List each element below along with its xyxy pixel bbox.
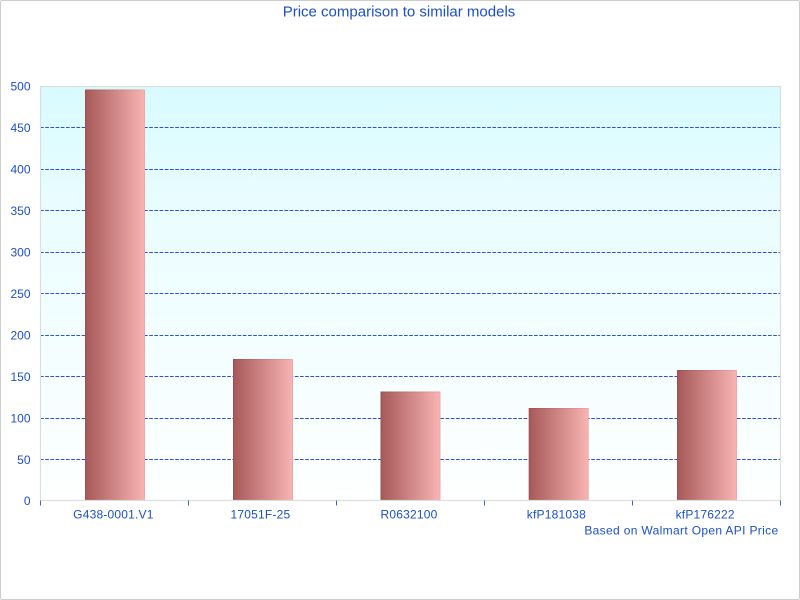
svg-text:50: 50: [17, 453, 31, 467]
svg-text:G438-0001.V1: G438-0001.V1: [73, 507, 154, 521]
svg-text:250: 250: [10, 287, 30, 301]
svg-text:350: 350: [10, 204, 30, 218]
svg-text:Price comparison to similar mo: Price comparison to similar models: [283, 4, 516, 21]
svg-text:400: 400: [10, 162, 30, 176]
svg-text:kfP181038: kfP181038: [527, 507, 586, 521]
svg-text:17051F-25: 17051F-25: [230, 507, 290, 521]
svg-text:100: 100: [10, 411, 30, 425]
svg-text:200: 200: [10, 328, 30, 342]
svg-text:kfP176222: kfP176222: [676, 507, 735, 521]
svg-text:0: 0: [24, 494, 31, 508]
svg-text:450: 450: [10, 121, 30, 135]
svg-text:R0632100: R0632100: [381, 507, 438, 521]
svg-text:300: 300: [10, 245, 30, 259]
svg-text:Based on Walmart Open API Pric: Based on Walmart Open API Price: [584, 524, 778, 538]
svg-text:150: 150: [10, 370, 30, 384]
svg-text:500: 500: [10, 79, 30, 93]
